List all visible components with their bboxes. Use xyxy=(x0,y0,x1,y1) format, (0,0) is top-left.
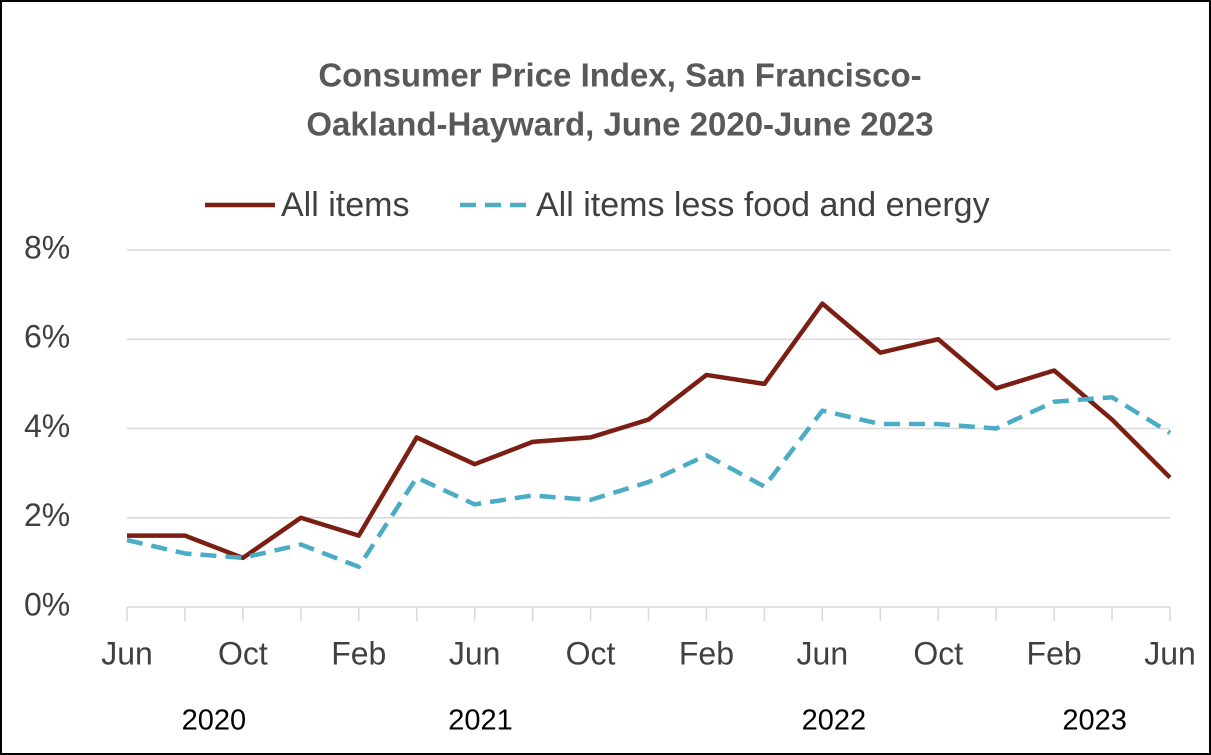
y-tick-label: 0% xyxy=(24,586,70,622)
year-label: 2021 xyxy=(448,705,513,737)
chart-title: Oakland-Hayward, June 2020-June 2023 xyxy=(306,106,933,143)
x-tick-label: Jun xyxy=(449,635,501,671)
year-label: 2022 xyxy=(802,705,867,737)
chart-title: Consumer Price Index, San Francisco- xyxy=(318,57,921,94)
x-tick-label: Feb xyxy=(1027,635,1082,671)
legend-label: All items xyxy=(281,186,409,224)
x-tick-label: Jun xyxy=(1144,635,1196,671)
x-tick-label: Jun xyxy=(797,635,849,671)
x-tick-label: Oct xyxy=(566,635,616,671)
x-tick-label: Feb xyxy=(331,635,386,671)
x-tick-label: Oct xyxy=(218,635,268,671)
y-tick-label: 4% xyxy=(24,408,70,444)
year-label: 2023 xyxy=(1062,705,1127,737)
year-label: 2020 xyxy=(182,705,247,737)
y-tick-label: 6% xyxy=(24,319,70,355)
x-tick-label: Jun xyxy=(101,635,153,671)
y-tick-label: 2% xyxy=(24,497,70,533)
x-tick-label: Oct xyxy=(913,635,963,671)
y-tick-label: 8% xyxy=(24,229,70,265)
series-line xyxy=(127,301,1172,561)
x-tick-label: Feb xyxy=(679,635,734,671)
series-line xyxy=(126,395,1172,570)
legend-label: All items less food and energy xyxy=(536,186,990,224)
